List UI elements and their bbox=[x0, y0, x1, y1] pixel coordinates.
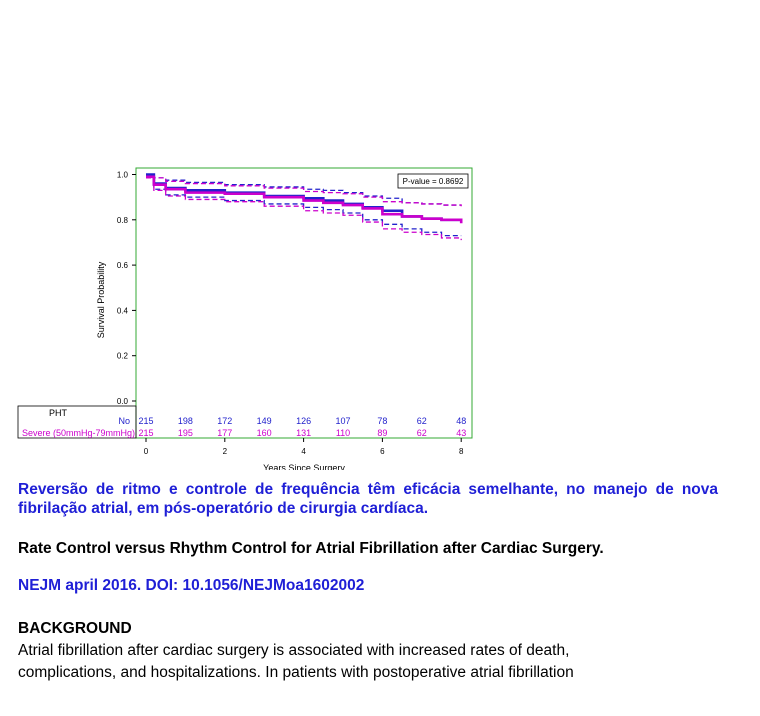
survival-chart: 0.0 0.2 0.4 0.6 0.8 1.0 0 2 4 6 8 Years Since Surge… bbox=[17, 167, 473, 470]
ci-lower-line-no bbox=[146, 173, 462, 237]
survival-line-severe bbox=[146, 175, 463, 224]
headline-pt: Reversão de ritmo e controle de frequênc… bbox=[18, 481, 718, 517]
y-tick-label: 0.2 bbox=[117, 352, 129, 361]
risk-row-label-no: No bbox=[118, 416, 130, 426]
risk-row-label-severe: Severe (50mmHg-79mmHg) bbox=[22, 428, 135, 438]
body-paragraph: Atrial fibrillation after cardiac surger… bbox=[18, 642, 574, 681]
y-tick-label: 0.0 bbox=[117, 397, 129, 406]
ci-upper-line-no bbox=[146, 173, 462, 206]
risk-count-no: 215 bbox=[138, 416, 153, 426]
ci-lower-line-severe bbox=[146, 177, 462, 241]
risk-count-severe: 215 bbox=[138, 428, 153, 438]
risk-count-severe: 89 bbox=[377, 428, 387, 438]
risk-count-severe: 131 bbox=[296, 428, 311, 438]
p-value-label: P-value = 0.8692 bbox=[403, 177, 464, 186]
risk-table-box bbox=[17, 405, 137, 439]
x-axis-title: Years Since Surgery bbox=[263, 463, 345, 470]
x-tick-label: 6 bbox=[380, 447, 385, 456]
risk-count-severe: 62 bbox=[417, 428, 427, 438]
label-layer: 0.0 0.2 0.4 0.6 0.8 1.0 0 2 4 6 8 Years Since Surge… bbox=[22, 171, 469, 470]
risk-count-no: 149 bbox=[257, 416, 272, 426]
series-layer bbox=[146, 173, 463, 241]
risk-table-header: PHT bbox=[49, 408, 68, 418]
risk-count-severe: 177 bbox=[217, 428, 232, 438]
risk-count-no: 172 bbox=[217, 416, 232, 426]
section-heading: BACKGROUND bbox=[18, 620, 132, 637]
risk-count-severe: 110 bbox=[336, 428, 350, 438]
citation: NEJM april 2016. DOI: 10.1056/NEJMoa1602… bbox=[18, 577, 365, 594]
chart-frame-layer bbox=[17, 167, 473, 442]
y-tick-label: 0.8 bbox=[117, 216, 129, 225]
p-value-box bbox=[397, 173, 469, 189]
article-title: Rate Control versus Rhythm Control for A… bbox=[18, 540, 604, 557]
risk-count-severe: 195 bbox=[178, 428, 193, 438]
ci-upper-line-severe bbox=[146, 173, 462, 207]
risk-count-no: 198 bbox=[178, 416, 193, 426]
risk-count-no: 62 bbox=[417, 416, 427, 426]
y-axis-title: Survival Probability bbox=[96, 261, 106, 338]
risk-count-no: 78 bbox=[377, 416, 387, 426]
risk-count-no: 48 bbox=[456, 416, 466, 426]
y-tick-label: 1.0 bbox=[117, 171, 129, 180]
risk-count-no: 126 bbox=[296, 416, 311, 426]
y-tick-label: 0.6 bbox=[117, 261, 129, 270]
risk-count-severe: 160 bbox=[257, 428, 272, 438]
y-tick-label: 0.4 bbox=[117, 306, 129, 315]
x-tick-label: 2 bbox=[223, 447, 228, 456]
risk-count-severe: 43 bbox=[456, 428, 466, 438]
risk-count-no: 107 bbox=[335, 416, 350, 426]
x-tick-label: 0 bbox=[144, 447, 149, 456]
x-tick-label: 4 bbox=[301, 447, 306, 456]
x-tick-label: 8 bbox=[459, 447, 464, 456]
